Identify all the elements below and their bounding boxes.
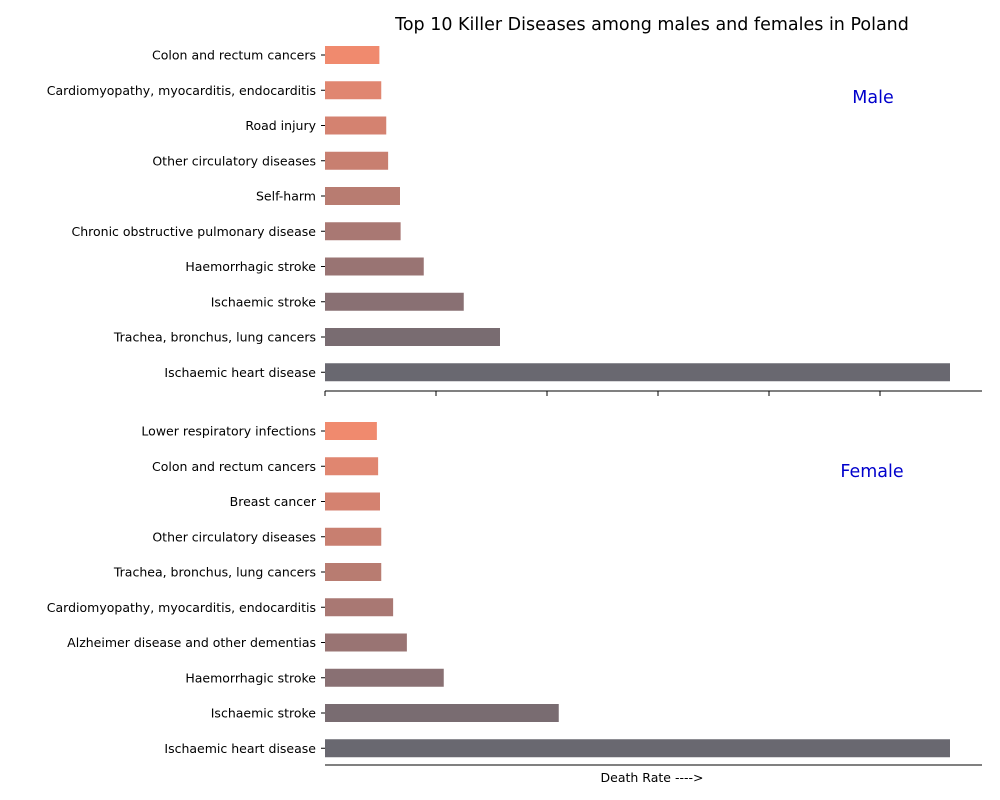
- female-y-tick-label: Colon and rectum cancers: [152, 459, 316, 474]
- female-y-tick-label: Cardiomyopathy, myocarditis, endocarditi…: [47, 600, 316, 615]
- female-y-tick-label: Breast cancer: [230, 494, 317, 509]
- female-bar-other-circulatory-diseases: [325, 527, 382, 546]
- male-bar-ischaemic-stroke: [325, 292, 464, 311]
- male-bar-ischaemic-heart-disease: [325, 363, 950, 382]
- female-bar-breast-cancer: [325, 492, 380, 511]
- female-y-tick-label: Ischaemic stroke: [211, 706, 317, 721]
- female-y-tick-label: Haemorrhagic stroke: [185, 670, 316, 685]
- male-bar-road-injury: [325, 116, 387, 135]
- female-y-tick-label: Trachea, bronchus, lung cancers: [113, 565, 316, 580]
- male-y-tick-label: Haemorrhagic stroke: [185, 259, 316, 274]
- female-bar-ischaemic-stroke: [325, 704, 559, 722]
- male-y-tick-label: Ischaemic stroke: [211, 294, 317, 309]
- female-bar-ischaemic-heart-disease: [325, 739, 950, 758]
- male-bar-other-circulatory-diseases: [325, 151, 389, 170]
- male-y-tick-label: Road injury: [245, 118, 316, 133]
- male-bar-self-harm: [325, 187, 400, 205]
- male-bar-colon-and-rectum-cancers: [325, 46, 380, 64]
- female-y-tick-label: Lower respiratory infections: [141, 424, 316, 439]
- male-y-tick-label: Other circulatory diseases: [152, 153, 316, 168]
- male-bar-haemorrhagic-stroke: [325, 257, 424, 276]
- male-y-tick-label: Colon and rectum cancers: [152, 48, 316, 63]
- male-y-tick-label: Chronic obstructive pulmonary disease: [72, 224, 317, 239]
- female-bar-colon-and-rectum-cancers: [325, 457, 379, 476]
- female-bar-cardiomyopathy-myocarditis-endocarditis: [325, 598, 394, 617]
- female-panel-label: Female: [840, 462, 903, 482]
- male-y-tick-label: Trachea, bronchus, lung cancers: [113, 330, 316, 345]
- female-y-tick-label: Other circulatory diseases: [152, 529, 316, 544]
- x-axis-label: Death Rate ---->: [601, 770, 704, 785]
- male-bar-cardiomyopathy-myocarditis-endocarditis: [325, 81, 382, 100]
- female-bar-alzheimer-disease-and-other-dementias: [325, 633, 407, 652]
- female-bar-lower-respiratory-infections: [325, 422, 377, 440]
- male-y-tick-label: Self-harm: [256, 189, 316, 204]
- female-panel: Lower respiratory infections Colon and re…: [47, 422, 982, 766]
- male-bar-trachea-bronchus-lung-cancers: [325, 328, 500, 346]
- male-bar-chronic-obstructive-pulmonary-disease: [325, 222, 401, 241]
- male-panel-label: Male: [852, 88, 893, 108]
- male-y-tick-label: Cardiomyopathy, myocarditis, endocarditi…: [47, 83, 316, 98]
- female-bar-trachea-bronchus-lung-cancers: [325, 563, 382, 581]
- male-y-tick-label: Ischaemic heart disease: [164, 365, 316, 380]
- female-bar-haemorrhagic-stroke: [325, 668, 444, 687]
- female-y-tick-label: Alzheimer disease and other dementias: [67, 635, 316, 650]
- female-y-tick-label: Ischaemic heart disease: [164, 741, 316, 756]
- chart-title: Top 10 Killer Diseases among males and f…: [394, 15, 909, 35]
- male-panel: Colon and rectum cancers Cardiomyopathy, …: [47, 46, 982, 396]
